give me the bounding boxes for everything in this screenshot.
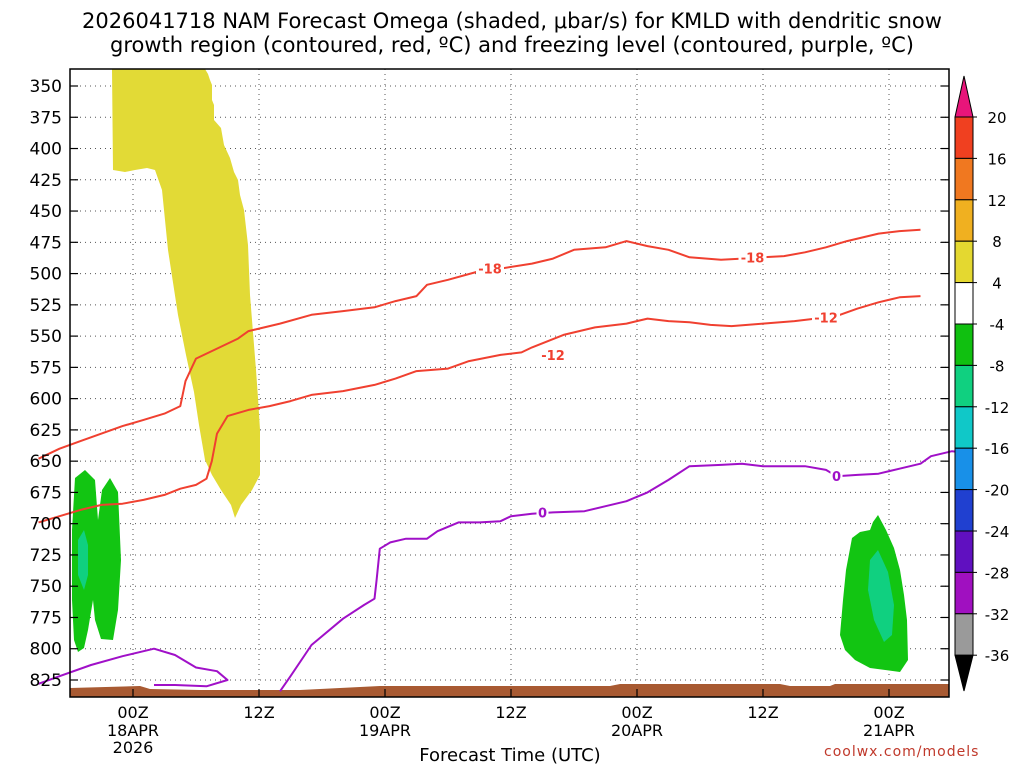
colorbar-arrow-bottom — [954, 654, 974, 692]
x-tick-label: 12Z — [495, 703, 526, 722]
contour-label-bg — [476, 260, 504, 276]
x-date-label: 20APR — [611, 721, 663, 740]
colorbar-label: -24 — [985, 523, 1010, 541]
y-tick-label: 650 — [30, 452, 62, 472]
contour-label: -18 — [478, 263, 502, 278]
contour-label-bg — [738, 249, 767, 265]
y-tick-label: 500 — [30, 265, 62, 285]
contour-line — [38, 228, 921, 460]
y-tick-label: 800 — [30, 640, 62, 660]
contour-label-bg — [830, 468, 843, 484]
x-tick-label: 12Z — [243, 703, 274, 722]
omega-shade-teal-right — [868, 550, 894, 642]
colorbar: 20 16 12 8 4 -4 -8 -12 -16 -20 -24 -28 -32 -36 — [954, 75, 1010, 692]
y-tick-label: 475 — [30, 233, 62, 253]
colorbar-label: 12 — [987, 192, 1006, 210]
y-tick-label: 775 — [30, 608, 62, 628]
x-date-label: 2026 — [113, 738, 154, 757]
contour-line — [38, 647, 229, 688]
colorbar-label: 8 — [992, 233, 1002, 251]
colorbar-label: -4 — [990, 316, 1005, 334]
plot-frame — [69, 68, 950, 698]
colorbar-label: -32 — [985, 606, 1010, 624]
colorbar-segment — [954, 199, 974, 242]
colorbar-label: 4 — [992, 275, 1002, 293]
contour-label: -12 — [541, 349, 565, 364]
x-date-label: 19APR — [359, 721, 411, 740]
contour-label-bg — [539, 346, 567, 362]
colorbar-segment — [954, 613, 974, 656]
chart-title-line-1: 2026041718 NAM Forecast Omega (shaded, μ… — [82, 9, 942, 33]
colorbar-segment — [954, 447, 974, 491]
y-tick-label: 575 — [30, 358, 62, 378]
colorbar-arrow-top — [954, 75, 974, 118]
contour-label: 0 — [832, 470, 841, 485]
x-tick-label: 00Z — [117, 703, 148, 722]
terrain-band — [70, 684, 949, 697]
x-tick-label: 00Z — [873, 703, 904, 722]
colorbar-label: -8 — [990, 357, 1005, 375]
x-date-label: 18APR — [107, 721, 159, 740]
colorbar-label: 20 — [987, 109, 1006, 127]
x-tick-label: 00Z — [621, 703, 652, 722]
colorbar-segment — [954, 157, 974, 201]
y-tick-label: 625 — [30, 421, 62, 441]
omega-shading — [70, 69, 949, 697]
colorbar-label: -20 — [985, 482, 1010, 500]
contour-label-bg — [812, 309, 840, 325]
contour-labels: -18 -18 -12 -12 0 0 — [476, 249, 843, 521]
colorbar-label: -36 — [985, 647, 1010, 665]
colorbar-label: 16 — [987, 150, 1006, 168]
x-date-label: 21APR — [863, 721, 915, 740]
y-tick-label: 375 — [30, 108, 62, 128]
colorbar-segment — [954, 530, 974, 573]
colorbar-segment — [954, 116, 974, 159]
y-tick-label: 350 — [30, 77, 62, 97]
omega-shade-green-left — [72, 470, 121, 652]
contour-label: -12 — [814, 311, 838, 326]
colorbar-segment — [954, 489, 974, 532]
colorbar-segment — [954, 406, 974, 449]
y-tick-label: 425 — [30, 171, 62, 191]
contour-label-bg — [536, 504, 549, 520]
contour-line — [38, 295, 921, 524]
colorbar-label: -16 — [985, 440, 1010, 458]
omega-shade-yellow — [112, 69, 260, 518]
contour-line — [279, 450, 963, 692]
y-tick-label: 700 — [30, 515, 62, 535]
x-axis-label: Forecast Time (UTC) — [419, 745, 601, 766]
contour-label: -18 — [741, 251, 765, 266]
y-tick-label: 550 — [30, 327, 62, 347]
colorbar-segment — [954, 364, 974, 408]
y-tick-label: 450 — [30, 202, 62, 222]
y-axis: 350 375 400 425 450 475 500 525 550 575 600 625 650 6… — [30, 77, 949, 691]
colorbar-segment — [954, 571, 974, 615]
x-tick-label: 00Z — [369, 703, 400, 722]
x-tick-label: 12Z — [747, 703, 778, 722]
omega-shade-teal-left — [78, 530, 88, 590]
colorbar-segment — [954, 282, 974, 325]
temperature-contours — [38, 228, 963, 692]
y-tick-label: 725 — [30, 546, 62, 566]
colorbar-segment — [954, 240, 974, 284]
colorbar-label: -28 — [985, 564, 1010, 582]
source-credit: coolwx.com/models — [824, 744, 980, 760]
y-tick-label: 675 — [30, 483, 62, 503]
y-tick-label: 525 — [30, 296, 62, 316]
colorbar-segment — [954, 323, 974, 366]
y-tick-label: 825 — [30, 671, 62, 691]
y-tick-label: 600 — [30, 390, 62, 410]
y-tick-label: 750 — [30, 577, 62, 597]
colorbar-label: -12 — [985, 399, 1010, 417]
contour-label: 0 — [538, 506, 547, 521]
y-tick-label: 400 — [30, 140, 62, 160]
chart-title-line-2: growth region (contoured, red, ºC) and f… — [110, 33, 914, 57]
